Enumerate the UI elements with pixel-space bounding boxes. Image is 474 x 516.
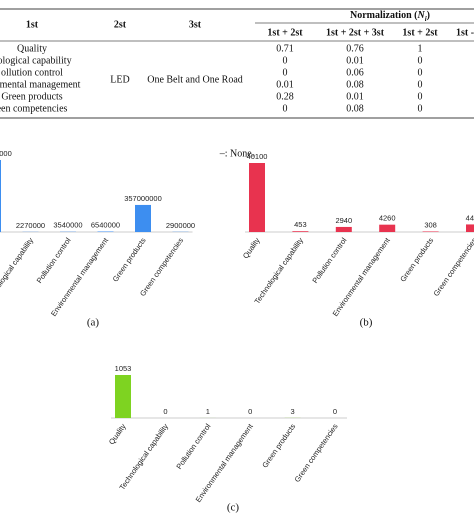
table-cell: 0.01 bbox=[276, 79, 294, 90]
category-label: Technological capability bbox=[252, 236, 305, 306]
bar bbox=[422, 231, 439, 232]
table-cell: 0 bbox=[418, 67, 423, 78]
value-label: 0 bbox=[248, 407, 252, 416]
table-cell: 0 bbox=[418, 91, 423, 102]
category-label: Green products bbox=[111, 236, 148, 284]
table-cell: 1 bbox=[418, 43, 423, 54]
table-cell: 0.08 bbox=[346, 103, 364, 114]
category-label: Green competencies bbox=[138, 236, 185, 298]
bar bbox=[379, 224, 396, 232]
category-label: Pollution control bbox=[35, 236, 73, 285]
bar bbox=[466, 224, 474, 232]
value-label: 6540000 bbox=[91, 221, 120, 230]
table-group-header: Normalization (Ni) bbox=[350, 10, 430, 22]
table-header: 3st bbox=[189, 19, 202, 30]
caption: (a) bbox=[87, 317, 100, 329]
table-cell: 0 bbox=[418, 55, 423, 66]
value-label: 308 bbox=[424, 220, 437, 229]
value-label: 1 bbox=[206, 407, 210, 416]
table-cell: 0.76 bbox=[346, 43, 364, 54]
value-label: 1053 bbox=[115, 364, 132, 373]
value-label: 2940 bbox=[335, 216, 352, 225]
value-label: 3540000 bbox=[53, 221, 82, 230]
caption: (c) bbox=[227, 502, 240, 514]
table-header: 2st bbox=[114, 19, 127, 30]
value-label: 4260 bbox=[379, 214, 396, 223]
value-label: 0 bbox=[163, 407, 167, 416]
row-label: ironmental management bbox=[0, 79, 81, 90]
table-cell: 0.06 bbox=[346, 67, 364, 78]
category-label: Green competencies bbox=[293, 422, 340, 484]
table-subheader: 1st + 2st + 3st bbox=[326, 27, 385, 38]
table-subheader: 1st - bbox=[456, 27, 474, 38]
category-label: Green competencies bbox=[432, 236, 474, 298]
value-label: 40100 bbox=[247, 152, 268, 161]
table-subheader: 1st + 2st bbox=[402, 27, 438, 38]
value-label: 357000000 bbox=[124, 194, 162, 203]
category-label: Green products bbox=[398, 236, 435, 284]
value-label: 4400 bbox=[466, 213, 474, 222]
value-label: 950000000 bbox=[0, 149, 12, 158]
row-label: ollution control bbox=[1, 67, 63, 78]
table-cell: 0.28 bbox=[276, 91, 294, 102]
table-cell: 0 bbox=[418, 79, 423, 90]
category-label: Technological capability bbox=[117, 422, 170, 492]
category-label: Quality bbox=[241, 236, 262, 260]
category-label: Pollution control bbox=[174, 422, 212, 471]
table-cell: 0 bbox=[283, 55, 288, 66]
category-label: Pollution control bbox=[310, 236, 348, 285]
category-label: Green products bbox=[260, 422, 297, 470]
table-cell: 0.01 bbox=[346, 91, 364, 102]
bar bbox=[292, 231, 309, 232]
bar bbox=[0, 160, 1, 232]
table-cell: One Belt and One Road bbox=[147, 74, 243, 85]
category-label: Quality bbox=[107, 422, 128, 446]
value-label: 0 bbox=[333, 407, 337, 416]
table-cell: 0.01 bbox=[346, 55, 364, 66]
table-cell: LED bbox=[110, 74, 129, 85]
caption: (b) bbox=[360, 317, 373, 329]
table-subheader: 1st + 2st bbox=[267, 27, 303, 38]
table-cell: 0 bbox=[418, 103, 423, 114]
table-cell: 0 bbox=[283, 67, 288, 78]
category-label: Technological capability bbox=[0, 236, 35, 306]
table-cell: 0 bbox=[283, 103, 288, 114]
row-label: Quality bbox=[17, 43, 47, 54]
value-label: 2270000 bbox=[16, 221, 45, 230]
bar bbox=[135, 204, 151, 232]
table-note: –: None. bbox=[219, 148, 254, 159]
bar bbox=[115, 375, 131, 418]
value-label: 3 bbox=[291, 407, 295, 416]
value-label: 453 bbox=[294, 220, 307, 229]
row-label: nological capability bbox=[0, 55, 72, 66]
row-label: Green products bbox=[1, 91, 62, 102]
row-label: een competencies bbox=[0, 103, 68, 114]
bar bbox=[249, 163, 265, 232]
table-cell: 0.08 bbox=[346, 79, 364, 90]
table-header: 1st bbox=[26, 19, 39, 30]
bar bbox=[335, 226, 352, 232]
value-label: 2900000 bbox=[166, 221, 195, 230]
table-cell: 0.71 bbox=[276, 43, 294, 54]
